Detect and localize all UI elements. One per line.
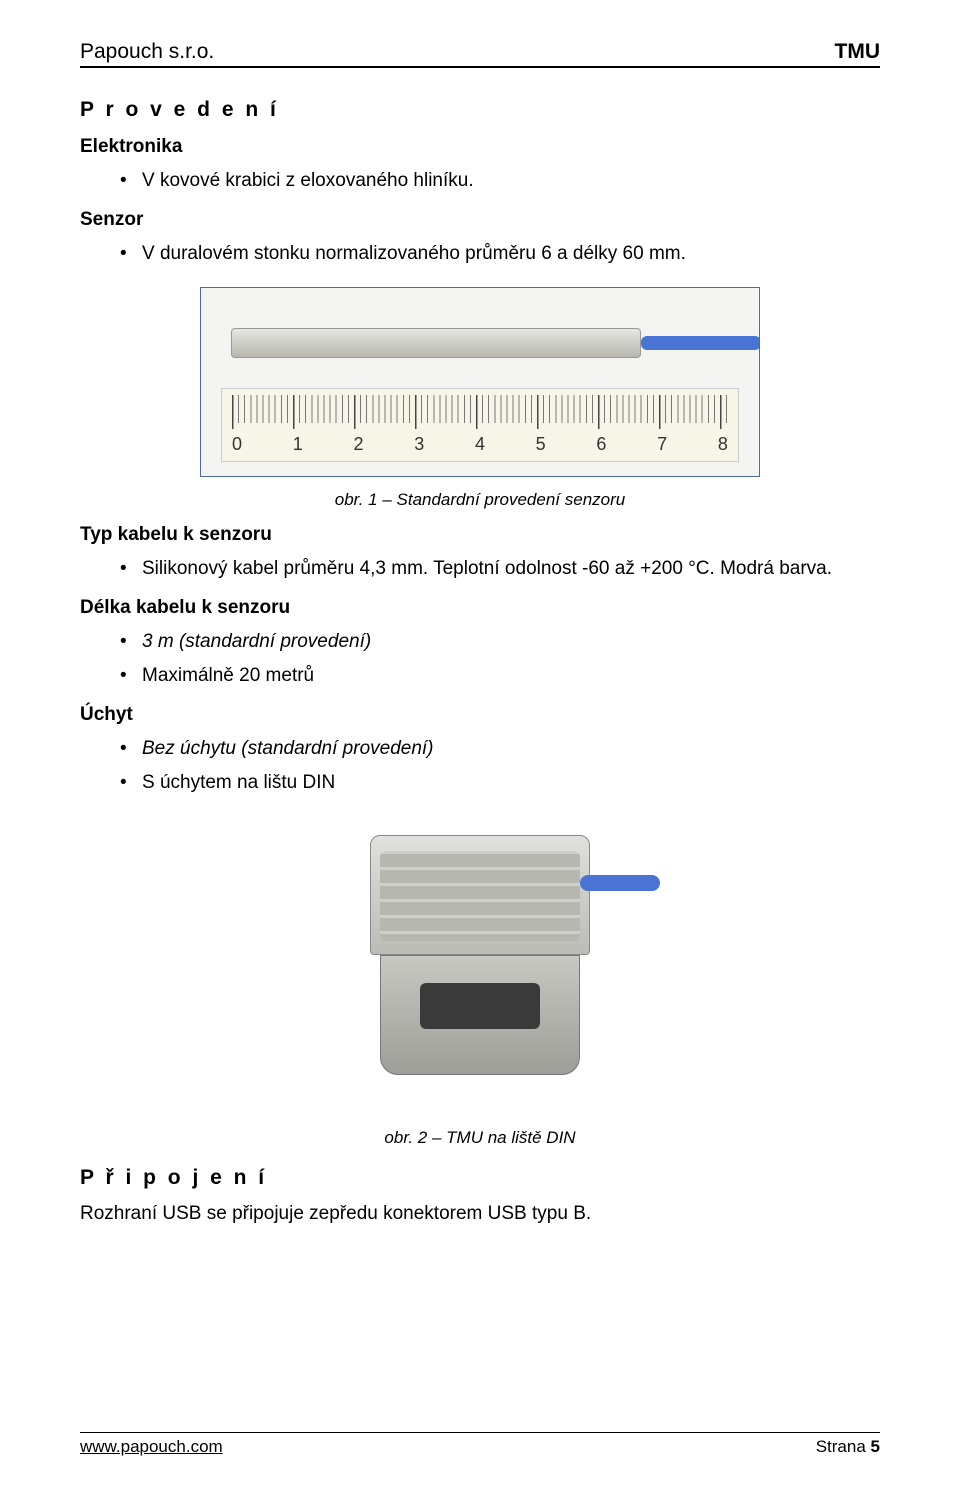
ruler: 0 1 2 3 4 5 6 7 8 [221, 388, 739, 462]
company-name: Papouch s.r.o. [80, 40, 214, 64]
ruler-number: 8 [718, 434, 728, 455]
subheading-typ-kabelu: Typ kabelu k senzoru [80, 524, 880, 546]
figure-2 [80, 815, 880, 1120]
product-code: TMU [835, 40, 881, 64]
din-photo-placeholder [310, 815, 650, 1115]
list-senzor: V duralovém stonku normalizovaného průmě… [120, 239, 880, 268]
figure-1-caption: obr. 1 – Standardní provedení senzoru [80, 490, 880, 510]
page-header: Papouch s.r.o. TMU [80, 40, 880, 68]
list-item-text: 3 m (standardní provedení) [142, 631, 371, 652]
subheading-senzor: Senzor [80, 209, 880, 231]
sensor-rod [231, 328, 641, 358]
sensor-photo-placeholder: 0 1 2 3 4 5 6 7 8 [200, 287, 760, 477]
ruler-number: 0 [232, 434, 242, 455]
list-item: Bez úchytu (standardní provedení) [120, 734, 880, 763]
list-typ-kabelu: Silikonový kabel průměru 4,3 mm. Teplotn… [120, 554, 880, 583]
subheading-uchyt: Úchyt [80, 704, 880, 726]
figure-2-caption: obr. 2 – TMU na liště DIN [80, 1128, 880, 1148]
list-delka-kabelu: 3 m (standardní provedení) Maximálně 20 m… [120, 627, 880, 690]
section-heading-pripojeni: P ř i p o j e n í [80, 1166, 880, 1190]
ruler-ticks-major [232, 395, 728, 429]
page-footer: www.papouch.com Strana 5 [80, 1432, 880, 1457]
figure-1: 0 1 2 3 4 5 6 7 8 [80, 287, 880, 482]
pripojeni-text: Rozhraní USB se připojuje zepředu konekt… [80, 1200, 880, 1229]
ruler-numbers: 0 1 2 3 4 5 6 7 8 [232, 434, 728, 455]
list-item: V duralovém stonku normalizovaného průmě… [120, 239, 880, 268]
ruler-number: 7 [657, 434, 667, 455]
ruler-number: 6 [596, 434, 606, 455]
footer-page-number: 5 [871, 1437, 880, 1456]
sensor-cable [641, 336, 760, 350]
list-item-text: Bez úchytu (standardní provedení) [142, 738, 434, 759]
list-item: V kovové krabici z eloxovaného hliníku. [120, 166, 880, 195]
footer-link[interactable]: www.papouch.com [80, 1437, 223, 1457]
list-uchyt: Bez úchytu (standardní provedení) S úchyt… [120, 734, 880, 797]
footer-page-label: Strana [816, 1437, 866, 1456]
ruler-number: 2 [353, 434, 363, 455]
list-item: Silikonový kabel průměru 4,3 mm. Teplotn… [120, 554, 880, 583]
din-cable [580, 875, 660, 891]
ruler-number: 4 [475, 434, 485, 455]
list-item: 3 m (standardní provedení) [120, 627, 880, 656]
ruler-number: 5 [536, 434, 546, 455]
subheading-elektronika: Elektronika [80, 136, 880, 158]
subheading-delka-kabelu: Délka kabelu k senzoru [80, 597, 880, 619]
footer-page: Strana 5 [816, 1437, 880, 1457]
list-elektronika: V kovové krabici z eloxovaného hliníku. [120, 166, 880, 195]
section-heading-provedeni: P r o v e d e n í [80, 98, 880, 122]
list-item: Maximálně 20 metrů [120, 661, 880, 690]
din-enclosure-fins [380, 851, 580, 941]
list-item: S úchytem na lištu DIN [120, 768, 880, 797]
ruler-number: 1 [293, 434, 303, 455]
din-slot [420, 983, 540, 1029]
ruler-number: 3 [414, 434, 424, 455]
